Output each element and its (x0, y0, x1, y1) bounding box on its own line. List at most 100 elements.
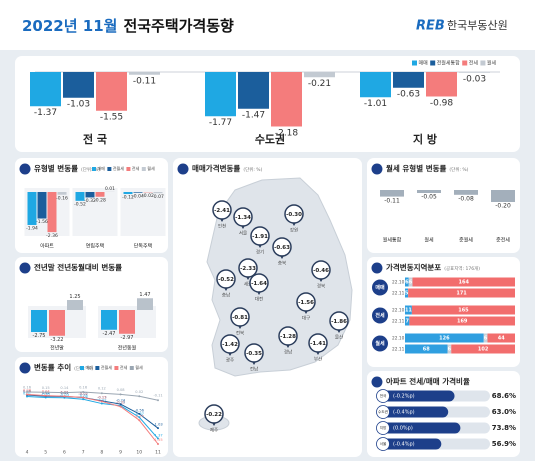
bar (491, 190, 515, 202)
bar (377, 422, 461, 434)
point (157, 427, 159, 430)
bar (380, 190, 404, 197)
point (82, 398, 85, 401)
value-label: -0.52 (74, 201, 86, 207)
point-label: -1.03 (153, 423, 162, 427)
value-label: -0.11 (384, 197, 400, 204)
category-label: 단독주택 (134, 243, 153, 250)
point (82, 391, 85, 393)
value-label: 56.9% (492, 440, 516, 448)
legend-label: 매매 (98, 165, 106, 171)
point (44, 391, 47, 394)
segment-label: 68 (423, 347, 430, 353)
category-badge (376, 437, 390, 451)
point-label: -1.37 (153, 434, 162, 438)
region-name: 경기 (256, 249, 264, 256)
value-label: -0.63 (397, 90, 420, 100)
point (26, 393, 28, 396)
bar (304, 72, 335, 78)
category-label: 수도권 (378, 409, 388, 414)
pin (284, 204, 304, 224)
value-label: -2.75 (33, 333, 46, 339)
value-label: -2.97 (121, 335, 134, 341)
segment-label: 6 (409, 280, 413, 286)
legend-swatch (95, 366, 100, 370)
segment (405, 288, 409, 298)
segment-label: 44 (498, 336, 505, 342)
point (138, 395, 141, 398)
change-label: (-0.4%p) (393, 410, 415, 416)
category-label: 월세통합 (383, 237, 402, 244)
point (26, 395, 28, 398)
value-label: -2.47 (103, 331, 116, 337)
bar (238, 72, 269, 109)
legend-swatch (114, 366, 119, 370)
point-label: -0.13 (97, 395, 106, 399)
panel-icon (19, 262, 31, 274)
value-label: -2.36 (46, 233, 58, 239)
bar (377, 406, 449, 418)
legend-swatch (80, 366, 84, 370)
legend-swatch (129, 366, 134, 370)
category-badge (376, 389, 390, 403)
category-label: 준월세 (459, 237, 473, 244)
pin-value: -1.64 (251, 281, 267, 287)
point-label: -0.24 (116, 399, 126, 403)
point-label: 0.12 (98, 387, 106, 391)
value-label: -0.32 (84, 198, 96, 204)
point-label: 0.08 (23, 388, 32, 392)
point (63, 391, 66, 394)
series-line (26, 393, 159, 445)
category-label: 연립주택 (86, 243, 105, 250)
point-label: -0.11 (153, 394, 162, 398)
point-label: 0.02 (135, 390, 143, 394)
pin (308, 333, 328, 353)
bar (75, 192, 85, 201)
bar (393, 72, 424, 88)
x-tick-label: 11 (155, 450, 161, 456)
legend-label: 월세 (147, 165, 155, 171)
value-label: -0.16 (56, 195, 68, 201)
point-label: 0.14 (60, 386, 69, 390)
segment-label: 165 (458, 308, 469, 314)
x-tick-label: 4 (26, 450, 29, 456)
series-line (26, 391, 159, 401)
bar (96, 72, 127, 111)
panel (367, 158, 520, 253)
segment-label: 6 (448, 347, 452, 353)
point (26, 391, 28, 393)
pin-value: -0.30 (286, 212, 302, 218)
legend-swatch (92, 167, 96, 171)
category-label: 지방 (380, 425, 387, 430)
period-label: 22.10 (392, 308, 405, 314)
point-label: 0.16 (23, 386, 32, 390)
pin-value: -0.35 (246, 351, 262, 357)
region-name: 대구 (302, 315, 310, 322)
category-label: 월세 (424, 237, 434, 244)
point (119, 405, 122, 408)
pin (244, 343, 264, 363)
segment (412, 277, 515, 287)
value-label: -0.03 (463, 75, 486, 85)
header-band (0, 0, 535, 50)
category-label: 수도권 (255, 133, 285, 146)
category-label: 아파트 (40, 243, 54, 250)
x-tick-label: 7 (82, 450, 85, 456)
x-tick-label: 10 (136, 450, 142, 456)
panel (15, 357, 168, 457)
pin (238, 258, 258, 278)
pin-value: -0.22 (206, 412, 222, 418)
segment-label: 169 (457, 319, 468, 325)
change-label: (-0.2%p) (393, 394, 415, 400)
legend-swatch (480, 60, 486, 66)
region-name: 대전 (255, 296, 263, 303)
segment (451, 344, 515, 354)
point (119, 393, 122, 396)
bar (57, 192, 67, 195)
category-label: 전년말 (50, 345, 64, 352)
legend-label: 전월세 (113, 165, 124, 171)
region-name: 인천 (218, 223, 226, 230)
legend-label: 전월세통합 (437, 60, 460, 67)
panel-unit: (단위: %) (243, 166, 262, 173)
logo-mark: REB (416, 19, 445, 34)
